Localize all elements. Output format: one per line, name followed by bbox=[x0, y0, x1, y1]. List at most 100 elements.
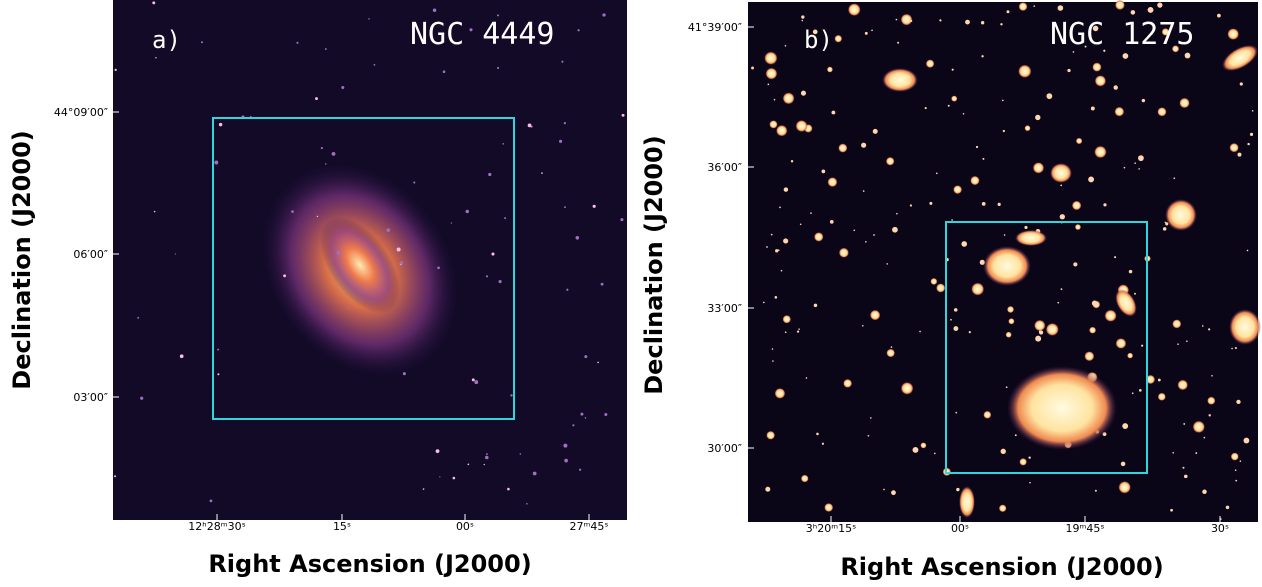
star bbox=[982, 158, 984, 160]
star bbox=[910, 204, 912, 206]
star bbox=[1019, 458, 1027, 466]
star bbox=[484, 464, 485, 465]
star bbox=[152, 1, 155, 4]
star bbox=[620, 218, 623, 221]
star bbox=[816, 433, 819, 436]
star bbox=[341, 86, 344, 89]
star bbox=[1028, 456, 1030, 458]
star bbox=[814, 304, 817, 307]
star bbox=[896, 213, 898, 215]
star bbox=[934, 453, 936, 455]
star bbox=[283, 274, 286, 277]
star bbox=[870, 417, 872, 419]
x-tick-label: 30ˢ bbox=[1211, 522, 1229, 535]
star bbox=[1073, 262, 1077, 266]
star bbox=[1121, 462, 1126, 467]
star bbox=[580, 413, 583, 416]
star bbox=[772, 360, 774, 362]
star bbox=[1057, 302, 1059, 304]
star bbox=[784, 187, 788, 191]
star bbox=[1184, 475, 1188, 479]
galaxy bbox=[1015, 230, 1047, 246]
x-tick-label: 15ˢ bbox=[333, 520, 351, 533]
star bbox=[771, 234, 773, 236]
star bbox=[1204, 437, 1206, 439]
star bbox=[1247, 250, 1249, 252]
star bbox=[800, 223, 802, 225]
star bbox=[1231, 348, 1233, 350]
star bbox=[774, 99, 776, 101]
star bbox=[912, 447, 918, 453]
star bbox=[783, 92, 795, 104]
star bbox=[499, 280, 502, 283]
star bbox=[886, 263, 888, 265]
star bbox=[474, 380, 478, 384]
star bbox=[910, 20, 912, 22]
star bbox=[541, 172, 543, 174]
star bbox=[400, 261, 403, 264]
star bbox=[956, 488, 959, 491]
star bbox=[1240, 82, 1243, 85]
star bbox=[1035, 115, 1040, 120]
star bbox=[1193, 421, 1205, 433]
star bbox=[1141, 345, 1143, 347]
star bbox=[798, 328, 800, 330]
star bbox=[1211, 375, 1213, 377]
star bbox=[1092, 62, 1101, 71]
star bbox=[1033, 162, 1045, 174]
star bbox=[886, 349, 895, 358]
x-axis-label: Right Ascension (J2000) bbox=[208, 550, 531, 578]
star bbox=[1172, 452, 1174, 454]
star bbox=[1235, 347, 1237, 349]
star bbox=[848, 3, 861, 16]
star bbox=[901, 382, 914, 395]
star bbox=[831, 111, 835, 115]
star bbox=[901, 14, 913, 26]
star bbox=[827, 177, 837, 187]
star bbox=[439, 476, 440, 477]
star bbox=[1217, 14, 1221, 18]
star bbox=[485, 456, 489, 460]
star bbox=[137, 317, 139, 319]
star bbox=[1177, 343, 1179, 345]
star bbox=[1061, 288, 1063, 290]
star bbox=[961, 241, 967, 247]
star bbox=[1076, 138, 1083, 145]
star bbox=[1186, 340, 1188, 342]
star bbox=[999, 504, 1007, 512]
galaxy bbox=[1007, 366, 1117, 450]
panel-label: b) bbox=[804, 26, 833, 54]
star bbox=[982, 202, 986, 206]
star bbox=[1208, 328, 1210, 330]
star bbox=[785, 45, 787, 47]
star bbox=[1094, 146, 1107, 159]
star bbox=[998, 203, 1001, 206]
star bbox=[325, 163, 326, 164]
y-tick-label: 33′00″ bbox=[707, 302, 742, 315]
star bbox=[1158, 379, 1161, 382]
star bbox=[965, 20, 970, 25]
star bbox=[1084, 351, 1094, 361]
star bbox=[155, 57, 156, 58]
star bbox=[1209, 414, 1211, 416]
star bbox=[1172, 319, 1181, 328]
star bbox=[1138, 168, 1140, 170]
star bbox=[751, 67, 754, 70]
star bbox=[1252, 110, 1254, 112]
star bbox=[1072, 201, 1082, 211]
star bbox=[1029, 482, 1031, 484]
y-tick-label: 36′00″ bbox=[707, 161, 742, 174]
star bbox=[971, 283, 984, 296]
star bbox=[1250, 133, 1253, 136]
star bbox=[925, 107, 927, 109]
star bbox=[526, 503, 528, 505]
star bbox=[296, 42, 298, 44]
star bbox=[951, 219, 953, 221]
star bbox=[1243, 438, 1249, 444]
star bbox=[891, 346, 893, 348]
star bbox=[775, 296, 778, 299]
star bbox=[1006, 386, 1008, 388]
star bbox=[1207, 397, 1215, 405]
star bbox=[1179, 98, 1190, 109]
star bbox=[1004, 234, 1006, 236]
